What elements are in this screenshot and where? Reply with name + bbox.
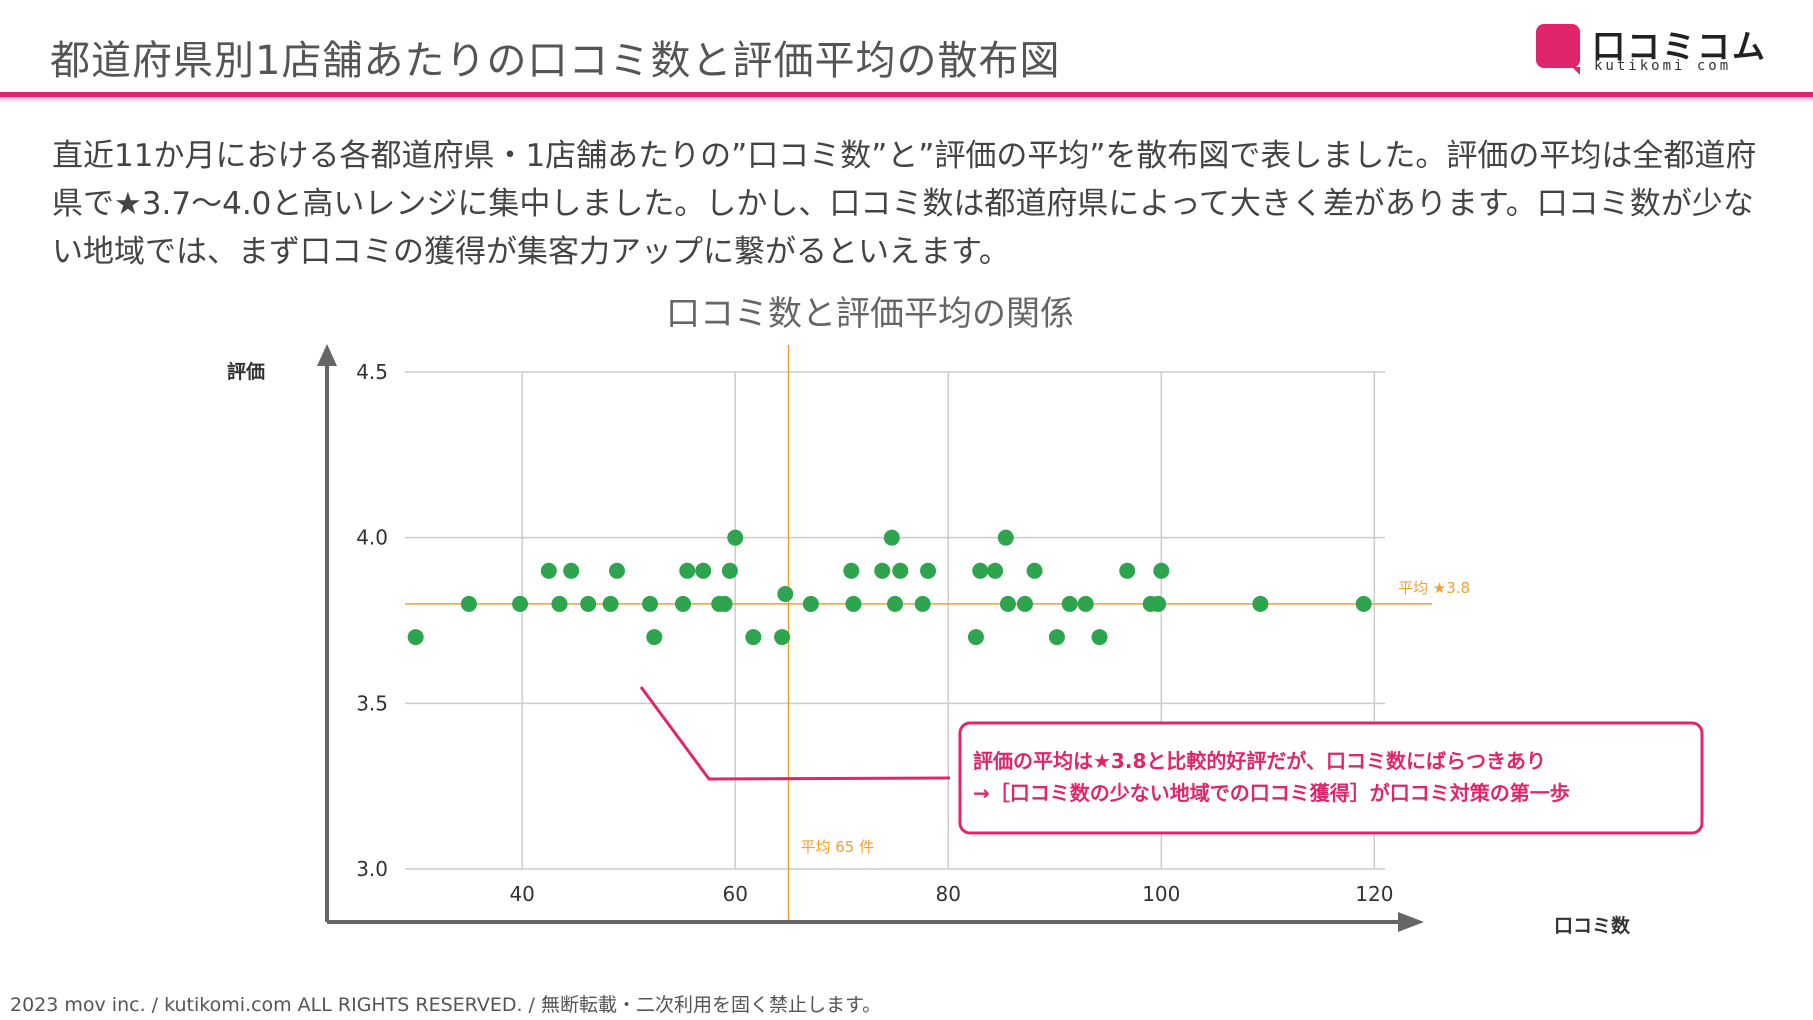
data-point <box>1048 629 1065 646</box>
y-tick-label: 3.5 <box>356 691 388 715</box>
callout-box <box>958 721 1704 835</box>
data-point <box>695 562 712 579</box>
data-point <box>883 529 900 546</box>
data-point <box>675 595 692 612</box>
data-point <box>679 562 696 579</box>
speech-bubble-icon <box>1536 24 1580 75</box>
y-tick-label: 4.0 <box>356 526 388 550</box>
data-point <box>551 595 568 612</box>
data-point <box>892 562 909 579</box>
data-point <box>999 595 1016 612</box>
data-point <box>1016 595 1033 612</box>
data-point <box>802 595 819 612</box>
data-point <box>920 562 937 579</box>
x-axis-arrow-icon <box>1398 912 1424 932</box>
data-point <box>512 595 529 612</box>
data-point <box>727 529 744 546</box>
data-point <box>460 595 477 612</box>
callout-text-line-1: 評価の平均は★3.8と比較的好評だが、口コミ数にばらつきあり <box>973 749 1546 773</box>
data-point <box>887 595 903 612</box>
data-point <box>407 629 424 646</box>
data-point <box>646 629 663 646</box>
data-point <box>972 562 989 579</box>
copyright-footer: 2023 mov inc. / kutikomi.com ALL RIGHTS … <box>10 994 882 1016</box>
mean-count-label: 平均 65 件 <box>800 838 874 856</box>
data-point <box>777 585 794 602</box>
data-point <box>1091 629 1108 646</box>
mean-rating-label: 平均 ★3.8 <box>1398 579 1470 597</box>
header-divider <box>0 92 1813 97</box>
callout-text-line-2: →［口コミ数の少ない地域での口コミ獲得］が口コミ対策の第一歩 <box>973 781 1570 805</box>
data-point <box>1119 562 1136 579</box>
page-title: 都道府県別1店舗あたりの口コミ数と評価平均の散布図 <box>50 38 1061 84</box>
y-tick-label: 3.0 <box>356 857 388 881</box>
y-axis-arrow-icon <box>317 344 337 366</box>
data-point <box>997 529 1014 546</box>
data-point <box>1252 595 1269 612</box>
data-point <box>745 629 762 646</box>
data-point <box>774 629 791 646</box>
y-tick-label: 4.5 <box>356 360 388 384</box>
data-point <box>1061 595 1078 612</box>
data-point <box>563 562 580 579</box>
data-point <box>845 595 862 612</box>
callout-pointer-line <box>639 686 951 781</box>
x-tick-label: 100 <box>1142 882 1180 906</box>
logo-text: 口コミコム <box>1592 27 1767 66</box>
data-point <box>1150 595 1167 612</box>
y-axis-label: 評価 <box>227 360 265 383</box>
x-tick-label: 80 <box>936 882 961 906</box>
data-point <box>608 562 625 579</box>
data-point <box>1077 595 1094 612</box>
data-point <box>914 595 931 612</box>
logo-subtext: kutikomi com <box>1594 58 1732 74</box>
data-point <box>1355 595 1372 612</box>
data-point <box>967 629 984 646</box>
data-point <box>843 562 860 579</box>
data-point <box>602 595 619 612</box>
data-point <box>1153 562 1170 579</box>
x-axis-label: 口コミ数 <box>1554 914 1631 937</box>
data-point <box>540 562 557 579</box>
lead-paragraph: 直近11か月における各都道府県・1店舗あたりの”口コミ数”と”評価の平均”を散布… <box>52 138 1757 270</box>
data-point <box>874 562 891 579</box>
x-tick-label: 40 <box>509 882 534 906</box>
data-point <box>580 595 597 612</box>
x-tick-label: 120 <box>1355 882 1393 906</box>
x-tick-label: 60 <box>722 882 747 906</box>
data-point <box>721 562 738 579</box>
data-point <box>716 595 733 612</box>
data-point <box>642 595 658 612</box>
data-point <box>987 562 1004 579</box>
chart-title: 口コミ数と評価平均の関係 <box>666 294 1074 334</box>
header-divider-shadow <box>0 97 1813 103</box>
data-point <box>1026 562 1043 579</box>
